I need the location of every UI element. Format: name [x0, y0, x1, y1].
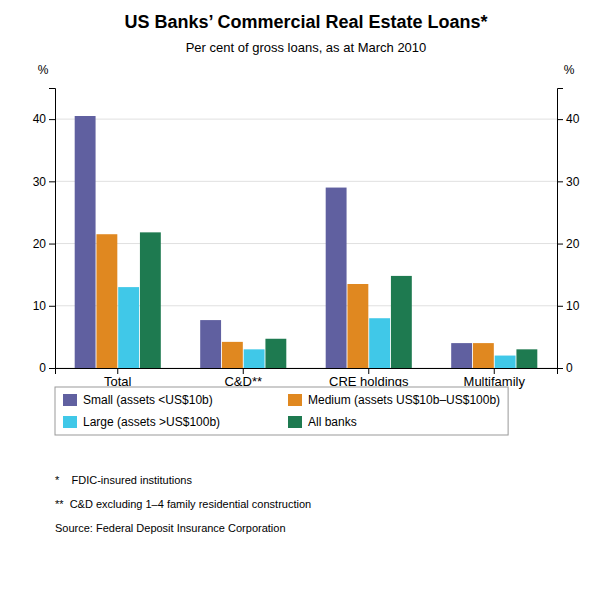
y2-axis-label: %	[564, 63, 575, 77]
y-tick-label: 0	[39, 361, 46, 375]
y2-tick-label: 0	[566, 361, 573, 375]
y2-tick-label: 10	[566, 299, 580, 313]
chart: US Banks’ Commercial Real Estate Loans* P…	[0, 0, 612, 598]
y2-tick: 30	[557, 175, 580, 189]
y2-tick-mark	[557, 244, 563, 245]
y-tick: 10	[33, 299, 55, 313]
bar	[118, 287, 139, 368]
bar	[244, 349, 265, 368]
legend-swatch	[288, 416, 302, 428]
footnote: Source: Federal Deposit Insurance Corpor…	[55, 522, 286, 534]
footnote: ** C&D excluding 1–4 family residential …	[55, 498, 311, 510]
x-tick: Multifamily	[464, 368, 526, 389]
subtitle: Per cent of gross loans, as at March 201…	[186, 40, 427, 55]
bar	[473, 343, 494, 368]
y2-axis-line	[558, 89, 564, 369]
y-axis-line	[49, 89, 56, 369]
bar	[265, 339, 286, 368]
y-tick-label: 20	[33, 237, 47, 251]
x-tick: CRE holdings	[329, 368, 409, 389]
x-tick: C&D**	[224, 368, 262, 389]
legend-swatch	[63, 416, 77, 428]
x-tick-mark	[494, 368, 495, 374]
bar	[495, 356, 516, 368]
y2-tick-label: 40	[566, 112, 580, 126]
x-axis: Total C&D** CRE holdings Multifamily	[56, 368, 558, 389]
footnote: * FDIC-insured institutions	[55, 474, 192, 486]
x-tick: Total	[104, 368, 132, 389]
legend-label: Large (assets >US$100b)	[83, 415, 220, 429]
legend-frame	[55, 387, 508, 435]
bar	[369, 318, 390, 368]
bar	[326, 188, 347, 368]
y2-tick: 40	[557, 112, 580, 126]
y-tick-mark	[49, 244, 55, 245]
bar	[200, 320, 221, 368]
legend-label: Small (assets <US$10b)	[83, 393, 213, 407]
y2-tick-mark	[557, 181, 563, 182]
legend-label: All banks	[308, 415, 357, 429]
x-tick-mark	[117, 368, 118, 374]
x-axis-line	[56, 369, 558, 375]
bar-series	[140, 232, 537, 368]
y2-tick: 0	[557, 361, 573, 375]
y2-tick: 20	[557, 237, 580, 251]
legend-item: Small (assets <US$10b)	[63, 393, 213, 407]
y2-axis: 0 10 20 30 40	[557, 89, 580, 376]
bar-series	[118, 287, 515, 368]
y2-tick-label: 30	[566, 175, 580, 189]
y-tick: 40	[33, 112, 55, 126]
grid-line	[55, 181, 557, 182]
y-tick: 0	[39, 361, 55, 375]
bar	[516, 349, 537, 368]
bar-series	[75, 116, 472, 368]
bar	[96, 234, 117, 368]
bar	[451, 343, 472, 368]
y-tick-mark	[49, 306, 55, 307]
grid-line	[55, 119, 557, 120]
x-tick-mark	[368, 368, 369, 374]
y-tick: 30	[33, 175, 55, 189]
legend-swatch	[63, 394, 77, 406]
legend-item: All banks	[288, 415, 357, 429]
y2-tick: 10	[557, 299, 580, 313]
bar	[347, 284, 368, 368]
bar	[140, 232, 161, 368]
y-tick-mark	[49, 181, 55, 182]
legend-items: Small (assets <US$10b) Medium (assets US$…	[63, 393, 500, 429]
bars	[75, 116, 538, 368]
footnotes: * FDIC-insured institutions ** C&D exclud…	[55, 474, 311, 534]
y-tick: 20	[33, 237, 55, 251]
bar	[75, 116, 96, 368]
grid	[55, 119, 557, 368]
y2-tick-label: 20	[566, 237, 580, 251]
bar	[222, 342, 243, 368]
legend-item: Medium (assets US$10b–US$100b)	[288, 393, 500, 407]
y-tick-label: 10	[33, 299, 47, 313]
y-axis: 0 10 20 30 40	[33, 89, 56, 376]
bar	[391, 276, 412, 368]
legend-item: Large (assets >US$100b)	[63, 415, 220, 429]
y-tick-label: 30	[33, 175, 47, 189]
y2-tick-mark	[557, 119, 563, 120]
y2-tick-mark	[557, 306, 563, 307]
y-tick-label: 40	[33, 112, 47, 126]
y-axis-label: %	[38, 63, 49, 77]
x-tick-mark	[243, 368, 244, 374]
legend-label: Medium (assets US$10b–US$100b)	[308, 393, 500, 407]
title: US Banks’ Commercial Real Estate Loans*	[124, 12, 487, 32]
legend-swatch	[288, 394, 302, 406]
y2-tick-mark	[557, 368, 563, 369]
grid-line	[55, 243, 557, 244]
y-tick-mark	[49, 368, 55, 369]
legend: Small (assets <US$10b) Medium (assets US$…	[55, 387, 508, 435]
y-tick-mark	[49, 119, 55, 120]
